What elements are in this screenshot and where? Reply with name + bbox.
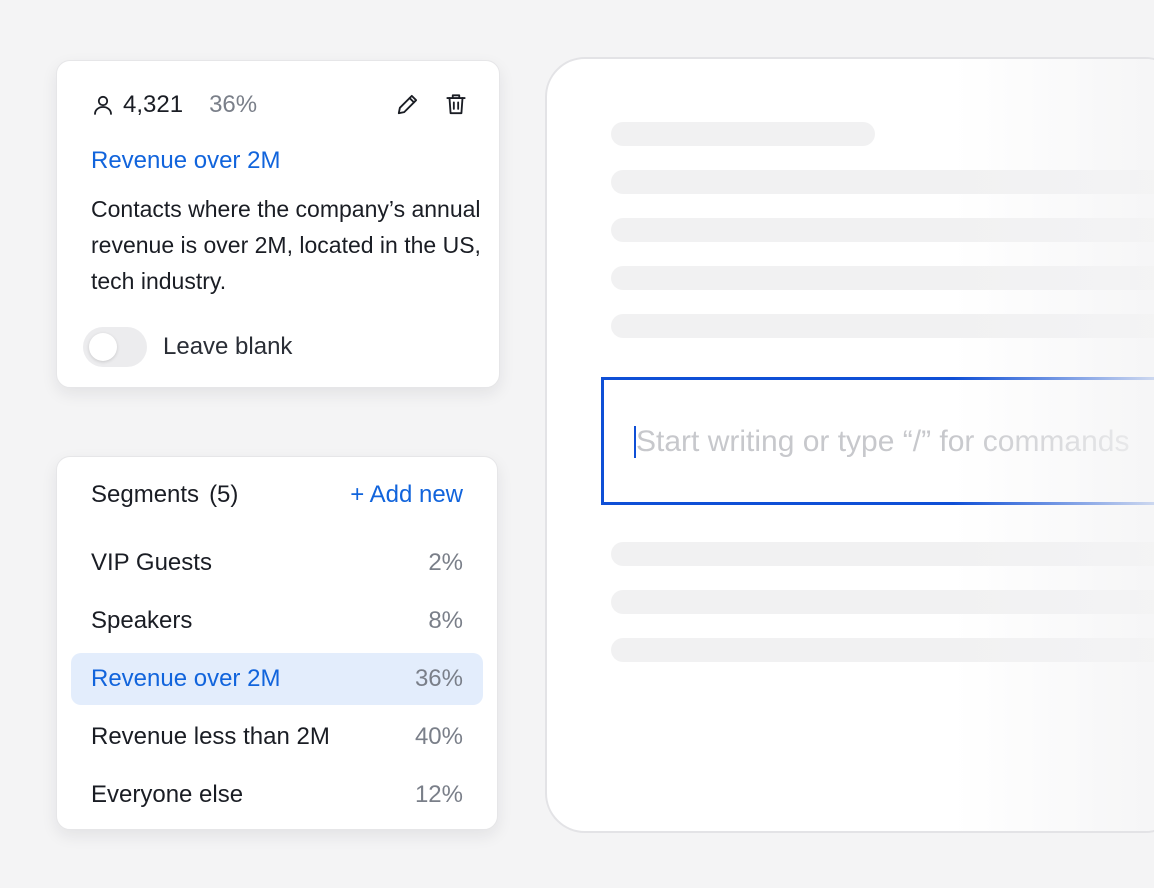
skeleton-line — [611, 542, 1154, 566]
segment-percent: 36% — [209, 91, 258, 118]
skeleton-line — [611, 590, 1154, 614]
skeleton-line — [611, 266, 1154, 290]
segment-item-everyone-else[interactable]: Everyone else 12% — [71, 769, 483, 821]
segment-item-name: Revenue less than 2M — [91, 723, 330, 750]
user-icon — [91, 93, 115, 117]
contact-count: 4,321 — [123, 91, 184, 118]
pencil-icon[interactable] — [395, 91, 421, 117]
segment-item-name: Everyone else — [91, 781, 244, 808]
skeleton-line — [611, 218, 1154, 242]
leave-blank-toggle[interactable] — [83, 327, 147, 367]
segment-item-percent: 2% — [428, 549, 463, 576]
segment-item-percent: 8% — [428, 607, 463, 634]
skeleton-line — [611, 122, 875, 146]
skeleton-line — [611, 638, 1154, 662]
segments-card: Segments (5) + Add new VIP Guests 2% Spe… — [56, 456, 498, 830]
segment-item-name: Speakers — [91, 607, 193, 634]
text-caret — [634, 426, 636, 458]
skeleton-line — [611, 314, 1154, 338]
segment-item-percent: 36% — [414, 665, 463, 692]
segment-item-percent: 12% — [414, 781, 463, 808]
editor-panel — [545, 57, 1154, 833]
segment-item-name: Revenue over 2M — [91, 665, 281, 692]
trash-icon[interactable] — [443, 91, 469, 117]
segment-item-revenue-less-than-2m[interactable]: Revenue less than 2M 40% — [71, 711, 483, 763]
toggle-knob — [89, 333, 117, 361]
segment-item-name: VIP Guests — [91, 549, 212, 576]
segment-description: Contacts where the company’s annual reve… — [91, 196, 481, 294]
segments-heading-label: Segments — [91, 481, 200, 508]
add-new-segment-button[interactable]: + Add new — [350, 481, 463, 508]
skeleton-line — [611, 170, 1154, 194]
segments-heading: Segments (5) — [91, 481, 238, 509]
segment-detail-card: 4,321 36% Revenue over 2M Contacts where… — [56, 60, 500, 388]
leave-blank-setting: Leave blank — [83, 327, 292, 367]
card-actions — [395, 91, 469, 117]
segment-item-speakers[interactable]: Speakers 8% — [71, 595, 483, 647]
segment-stats: 4,321 36% — [91, 91, 257, 119]
segment-item-percent: 40% — [414, 723, 463, 750]
toggle-label: Leave blank — [163, 333, 293, 360]
segments-list: VIP Guests 2% Speakers 8% Revenue over 2… — [71, 537, 483, 827]
segment-item-vip-guests[interactable]: VIP Guests 2% — [71, 537, 483, 589]
segment-title: Revenue over 2M — [91, 147, 281, 174]
editor-input[interactable] — [636, 420, 1154, 464]
editor-input-box[interactable] — [601, 377, 1154, 505]
segments-header: Segments (5) + Add new — [91, 481, 463, 509]
segments-count: (5) — [209, 481, 239, 508]
segment-item-revenue-over-2m[interactable]: Revenue over 2M 36% — [71, 653, 483, 705]
